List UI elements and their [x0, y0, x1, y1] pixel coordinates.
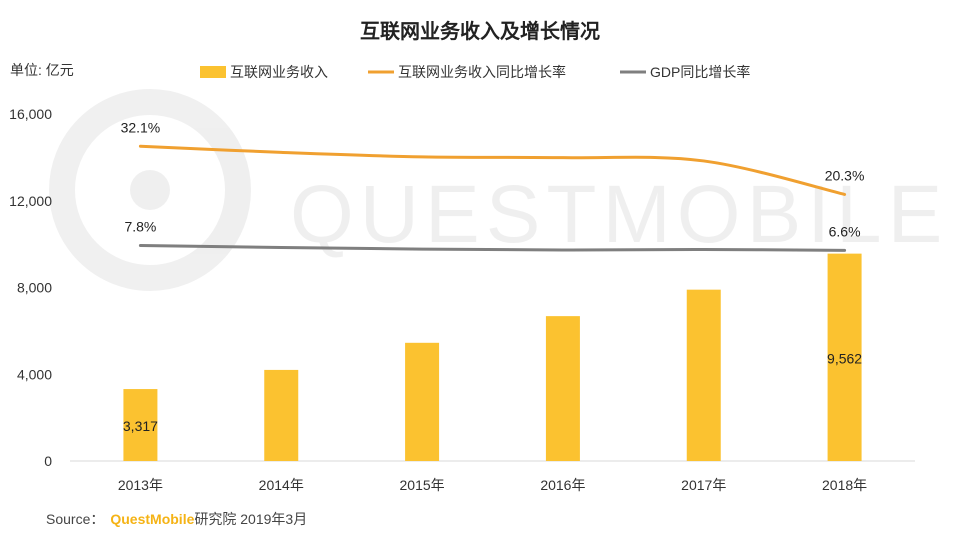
y-tick-label: 4,000: [17, 366, 52, 382]
bar: [264, 369, 299, 461]
watermark: QUESTMOBILE: [49, 89, 948, 291]
data-label: 20.3%: [825, 167, 865, 183]
bar: [686, 289, 721, 461]
watermark-logo-dot: [130, 170, 170, 210]
x-axis: 2013年 2014年 2015年 2016年 2017年 2018年: [118, 477, 867, 493]
x-tick-label: 2015年: [400, 477, 445, 493]
legend: 互联网业务收入 互联网业务收入同比增长率 GDP同比增长率: [200, 64, 750, 80]
lines: [138, 144, 847, 252]
bar: [123, 389, 158, 461]
unit-label: 单位: 亿元: [10, 62, 74, 78]
x-tick-label: 2016年: [540, 477, 585, 493]
series-line: [138, 144, 847, 196]
legend-label: GDP同比增长率: [650, 64, 750, 80]
data-label: 3,317: [123, 418, 158, 434]
source-suffix: 研究院 2019年3月: [194, 511, 307, 527]
x-tick-label: 2013年: [118, 477, 163, 493]
y-tick-label: 16,000: [9, 106, 52, 122]
source-brand: QuestMobile: [110, 511, 194, 527]
bars: [123, 253, 862, 461]
bar: [545, 316, 580, 461]
x-tick-label: 2017年: [681, 477, 726, 493]
data-label: 9,562: [827, 350, 862, 366]
bar: [405, 342, 440, 461]
y-tick-label: 8,000: [17, 280, 52, 296]
source-label: Source：: [46, 511, 104, 527]
x-tick-label: 2014年: [259, 477, 304, 493]
legend-label: 互联网业务收入同比增长率: [398, 64, 566, 80]
svg-text:Source：QuestMobile研究院 2019年3月: Source： QuestMobile研究院 2019年3月: [46, 511, 307, 527]
data-label: 7.8%: [124, 218, 156, 234]
watermark-logo-ring: [49, 89, 251, 291]
y-tick-label: 12,000: [9, 193, 52, 209]
series-line: [138, 243, 847, 252]
y-tick-label: 0: [44, 453, 52, 469]
chart-title: 互联网业务收入及增长情况: [360, 19, 600, 43]
data-labels: 3,317 9,562 32.1% 20.3% 7.8% 6.6%: [121, 119, 865, 434]
source: Source： QuestMobile研究院 2019年3月: [46, 511, 307, 527]
legend-label: 互联网业务收入: [230, 64, 328, 80]
data-label: 6.6%: [829, 223, 861, 239]
y-axis: 0 4,000 8,000 12,000 16,000: [9, 106, 52, 469]
legend-swatch: [200, 66, 226, 78]
x-tick-label: 2018年: [822, 477, 867, 493]
bar: [827, 253, 862, 461]
data-label: 32.1%: [121, 119, 161, 135]
watermark-text: QUESTMOBILE: [290, 169, 948, 260]
